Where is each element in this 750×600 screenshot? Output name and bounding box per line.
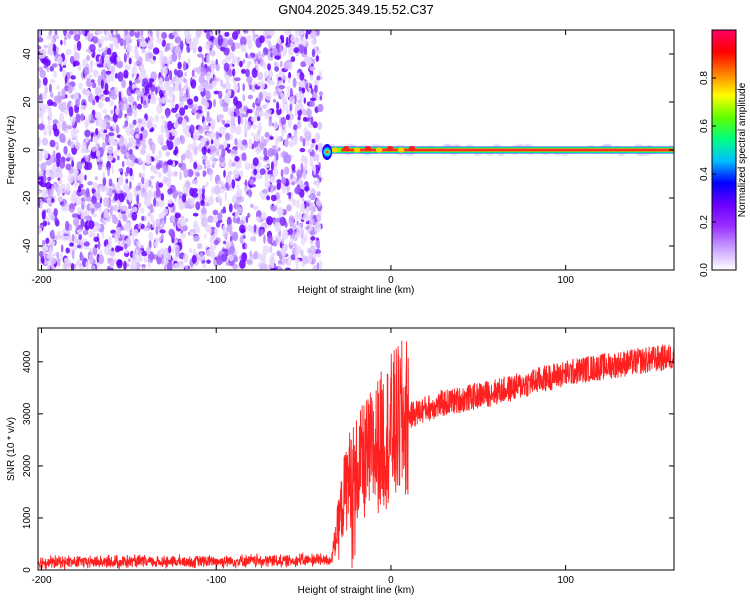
spectrogram-y-axis-label: Frequency (Hz) [6, 116, 17, 185]
colorbar: 0.0 0.2 0.4 0.6 0.8 Normalized spectral ampl… [699, 29, 748, 277]
spectrogram-x-tick-label: 100 [557, 275, 574, 286]
snr-y-tick-label: 3000 [22, 402, 33, 425]
snr-frame [37, 327, 675, 571]
snr-x-tick-label: -200 [31, 575, 51, 586]
snr-y-axis-label: SNR (10 * v/v) [6, 417, 17, 481]
snr-series-line [38, 340, 674, 570]
spectrogram-x-axis-label: Height of straight line (km) [298, 285, 415, 296]
spectrogram-y-tick-label: 20 [22, 96, 33, 108]
colorbar-ticks: 0.0 0.2 0.4 0.6 0.8 [699, 71, 716, 277]
snr-x-tick-label: -100 [206, 575, 226, 586]
snr-x-axis-label: Height of straight line (km) [298, 585, 415, 596]
snr-y-tick-label: 1000 [22, 506, 33, 529]
spectrogram-y-tick-label: 0 [22, 147, 33, 153]
spectrogram-content [38, 30, 674, 270]
spectrogram-x-ticks: -200 -100 0 100 [31, 30, 574, 286]
snr-y-tick-label: 4000 [22, 350, 33, 373]
spectrogram-x-tick-label: -100 [206, 275, 226, 286]
spectrogram-y-tick-label: 40 [22, 48, 33, 60]
colorbar-tick-label: 0.6 [699, 119, 710, 133]
signal-ridge [322, 143, 674, 160]
noise-speckle-group [38, 30, 324, 270]
spectrogram-y-ticks: -40 -20 0 20 40 [22, 48, 674, 253]
snr-x-tick-label: 100 [557, 575, 574, 586]
spectrogram-y-tick-label: -40 [22, 238, 33, 253]
snr-y-ticks: 0 1000 2000 3000 4000 [22, 350, 674, 573]
figure-title: GN04.2025.349.15.52.C37 [278, 2, 433, 17]
colorbar-tick-label: 0.4 [699, 167, 710, 181]
colorbar-gradient [711, 29, 737, 271]
spectrogram-y-tick-label: -20 [22, 190, 33, 205]
colorbar-tick-label: 0.2 [699, 215, 710, 229]
spectrogram-x-tick-label: -200 [31, 275, 51, 286]
colorbar-tick-label: 0.0 [699, 263, 710, 277]
snr-y-tick-label: 0 [22, 567, 33, 573]
snr-x-ticks: -200 -100 0 100 [31, 328, 574, 586]
colorbar-tick-label: 0.8 [699, 71, 710, 85]
snr-x-tick-label: 0 [388, 575, 394, 586]
snr-y-tick-label: 2000 [22, 454, 33, 477]
colorbar-label: Normalized spectral amplitude [737, 82, 748, 217]
spectrogram-x-tick-label: 0 [388, 275, 394, 286]
snr-panel: -200 -100 0 100 0 1000 2000 3000 4000 Height of… [6, 327, 675, 596]
